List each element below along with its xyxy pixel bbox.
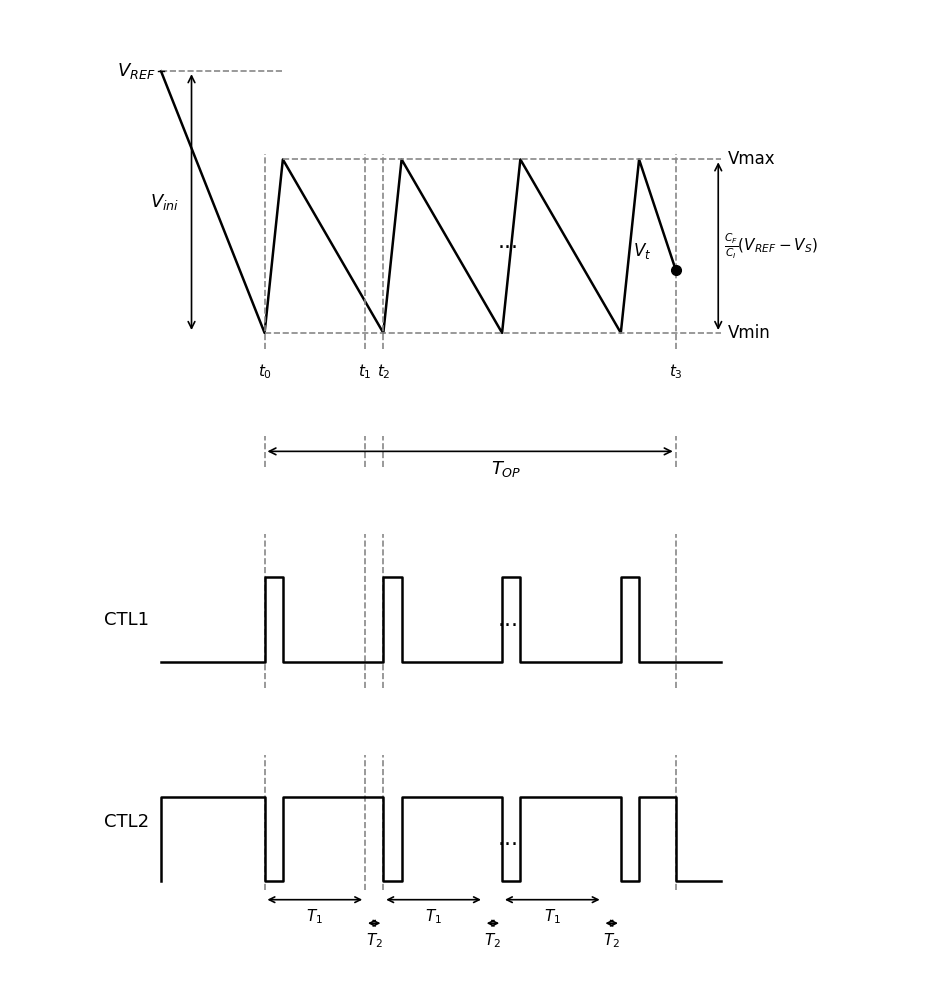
Text: $T_1$: $T_1$ bbox=[425, 907, 442, 926]
Text: CTL2: CTL2 bbox=[104, 813, 149, 831]
Text: $V_t$: $V_t$ bbox=[633, 241, 651, 261]
Text: ...: ... bbox=[498, 829, 519, 849]
Text: CTL1: CTL1 bbox=[104, 611, 149, 629]
Text: Vmax: Vmax bbox=[727, 150, 775, 168]
Text: $T_2$: $T_2$ bbox=[366, 932, 383, 950]
Text: $T_1$: $T_1$ bbox=[544, 907, 561, 926]
Text: $T_{OP}$: $T_{OP}$ bbox=[491, 459, 522, 479]
Text: $t_1$: $t_1$ bbox=[358, 362, 372, 381]
Text: $T_2$: $T_2$ bbox=[485, 932, 502, 950]
Text: $V_{ini}$: $V_{ini}$ bbox=[150, 192, 179, 212]
Text: $T_2$: $T_2$ bbox=[604, 932, 620, 950]
Text: $V_{REF}$: $V_{REF}$ bbox=[116, 61, 155, 81]
Text: $T_1$: $T_1$ bbox=[307, 907, 324, 926]
Text: $t_0$: $t_0$ bbox=[258, 362, 271, 381]
Text: ...: ... bbox=[498, 232, 519, 252]
Text: $t_2$: $t_2$ bbox=[376, 362, 390, 381]
Text: ...: ... bbox=[498, 610, 519, 630]
Text: Vmin: Vmin bbox=[727, 324, 770, 342]
Text: $\frac{C_F}{C_I}(V_{REF}-V_S)$: $\frac{C_F}{C_I}(V_{REF}-V_S)$ bbox=[724, 231, 819, 261]
Text: $t_3$: $t_3$ bbox=[668, 362, 683, 381]
